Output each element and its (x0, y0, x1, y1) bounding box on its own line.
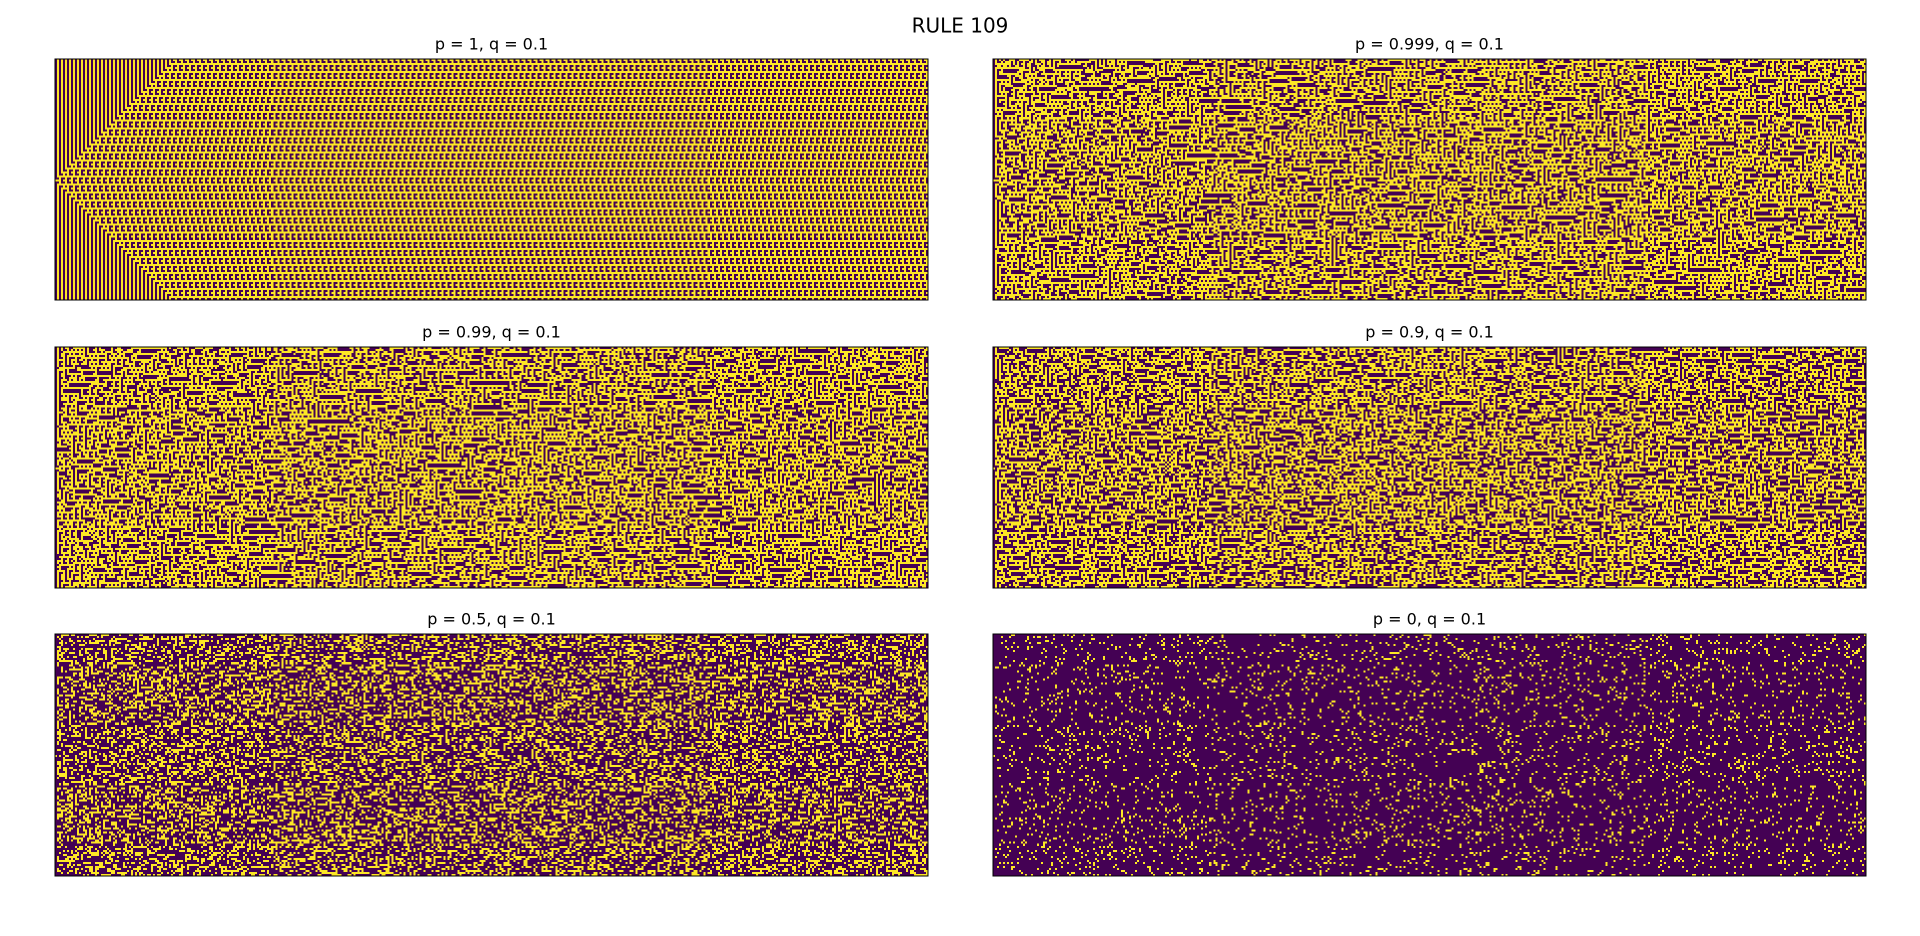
panel-frame (54, 633, 929, 877)
ca-cells (55, 59, 928, 300)
ca-image (993, 59, 1866, 300)
ca-cells (993, 634, 1866, 876)
figure-title: RULE 109 (912, 14, 1009, 38)
panel-title: p = 0.5, q = 0.1 (427, 610, 556, 629)
panel-title: p = 0.9, q = 0.1 (1365, 323, 1494, 342)
panel-frame (54, 58, 929, 301)
ca-cells (993, 59, 1866, 300)
panel-title: p = 1, q = 0.1 (435, 35, 548, 54)
ca-cells (993, 347, 1866, 588)
ca-image (993, 347, 1866, 588)
ca-cells (55, 634, 928, 876)
ca-image (55, 347, 928, 588)
panel-frame (992, 633, 1867, 877)
panel-frame (992, 58, 1867, 301)
ca-image (993, 634, 1866, 876)
ca-image (55, 634, 928, 876)
panel-title: p = 0, q = 0.1 (1373, 610, 1486, 629)
ca-cells (55, 347, 928, 588)
panel-frame (992, 346, 1867, 589)
panel-frame (54, 346, 929, 589)
panel-title: p = 0.999, q = 0.1 (1355, 35, 1504, 54)
panel-title: p = 0.99, q = 0.1 (422, 323, 561, 342)
ca-image (55, 59, 928, 300)
